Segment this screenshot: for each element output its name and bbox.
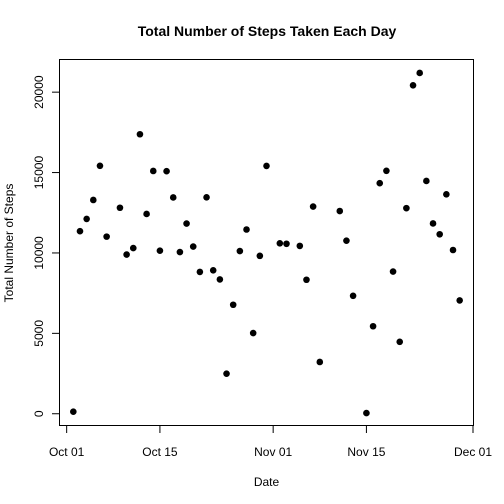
x-tick-label: Nov 01 [254,445,292,459]
data-point [416,69,424,77]
data-point [163,167,170,175]
data-point [229,301,237,309]
data-point [309,203,317,210]
data-point [203,194,210,201]
data-point [409,81,417,89]
chart-title: Total Number of Steps Taken Each Day [138,23,397,39]
data-point [129,244,137,252]
x-tick-label: Dec 01 [454,445,492,459]
x-tick-label: Oct 01 [49,445,85,459]
data-point [423,177,430,185]
data-point [96,162,104,170]
data-point [449,246,457,254]
data-point [276,240,284,247]
x-tick-label: Nov 15 [347,445,385,459]
data-point [83,215,90,223]
data-point [196,268,204,276]
data-point [116,204,124,212]
data-point [336,207,344,215]
y-tick-label: 0 [32,410,46,417]
data-point [296,242,304,250]
data-point [396,338,404,346]
data-point [429,220,437,227]
y-tick-label: 5000 [32,320,46,347]
data-point [236,247,244,255]
data-point [436,230,443,238]
data-point [243,226,250,233]
data-point [156,247,164,255]
data-points [70,69,463,417]
data-point [456,297,463,304]
data-point [283,240,290,248]
y-tick-label: 15000 [32,156,46,190]
x-axis: Oct 01 Oct 15 Nov 01 Nov 15 Dec 01 [49,425,492,459]
data-point [176,248,184,256]
data-point [103,233,110,240]
y-tick-label: 10000 [32,236,46,270]
data-point [369,322,377,330]
y-axis-label: Total Number of Steps [2,184,16,303]
data-point [383,167,390,175]
data-point [189,243,197,250]
y-tick-label: 20000 [32,75,46,109]
data-point [249,329,257,337]
data-point [263,162,270,170]
data-point [303,276,310,284]
data-point [183,220,190,227]
y-axis: 0 5000 10000 15000 20000 [32,75,60,417]
data-point [343,237,350,244]
plot-frame [59,59,474,426]
data-point [209,267,217,274]
data-point [76,227,84,235]
x-axis-label: Date [254,475,280,489]
data-point [149,167,157,175]
data-point [363,409,370,417]
data-point [316,358,324,366]
data-point [389,268,397,275]
data-point [223,370,230,377]
data-point [123,251,130,258]
data-point [403,204,410,212]
data-point [443,191,450,198]
data-point [90,196,97,204]
x-tick-label: Oct 15 [142,445,178,459]
data-point [70,408,77,416]
data-point [376,179,384,187]
data-point [216,276,224,283]
data-point [349,292,357,300]
data-point [256,252,264,260]
data-point [169,194,177,201]
data-point [136,130,144,138]
data-point [143,210,150,218]
